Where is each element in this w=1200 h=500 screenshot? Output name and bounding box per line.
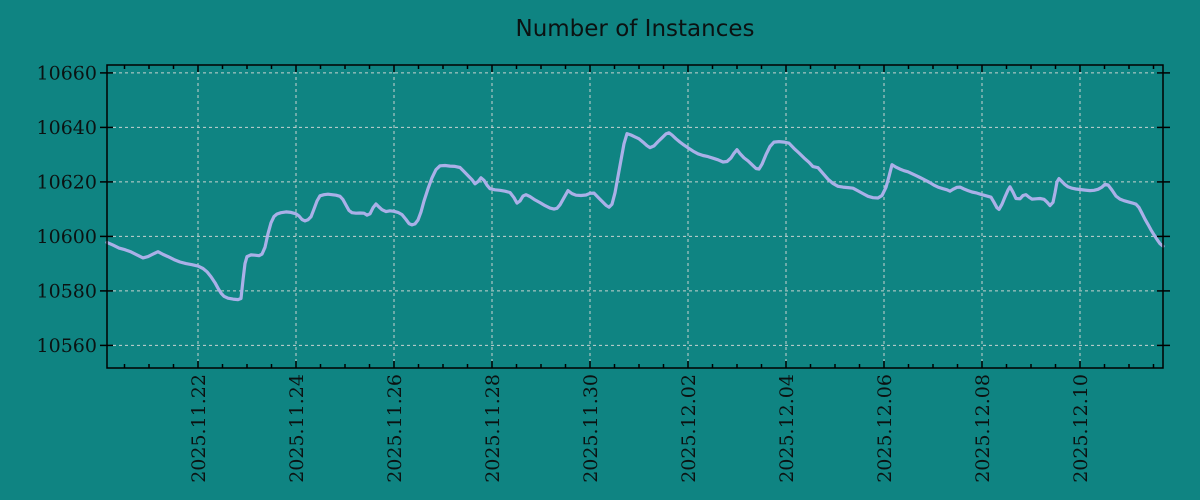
x-tick-label: 2025.12.08 <box>972 374 994 483</box>
y-tick-label: 10640 <box>37 117 97 139</box>
x-tick-label: 2025.11.30 <box>580 374 602 483</box>
x-tick-label: 2025.11.28 <box>482 374 504 483</box>
y-tick-label: 10580 <box>37 280 97 302</box>
y-tick-label: 10660 <box>37 62 97 84</box>
x-tick-label: 2025.11.22 <box>188 374 210 483</box>
x-tick-label: 2025.12.10 <box>1070 374 1092 483</box>
y-axis-labels: 10560 10580 10600 10620 10640 10660 <box>37 62 97 357</box>
x-tick-label: 2025.12.06 <box>874 374 896 483</box>
y-tick-label: 10560 <box>37 335 97 357</box>
x-tick-label: 2025.12.04 <box>776 374 798 483</box>
x-tick-label: 2025.11.24 <box>286 374 308 483</box>
x-tick-label: 2025.11.26 <box>384 374 406 483</box>
instances-line <box>105 131 1165 302</box>
chart-title: Number of Instances <box>515 16 755 42</box>
gridlines <box>107 65 1163 368</box>
y-tick-label: 10620 <box>37 171 97 193</box>
y-tick-label: 10600 <box>37 226 97 248</box>
x-tick-label: 2025.12.02 <box>678 374 700 483</box>
plot-border <box>106 64 1164 369</box>
axis-ticks <box>100 65 1170 368</box>
x-axis-labels: 2025.11.22 2025.11.24 2025.11.26 2025.11.28… <box>188 374 1092 483</box>
